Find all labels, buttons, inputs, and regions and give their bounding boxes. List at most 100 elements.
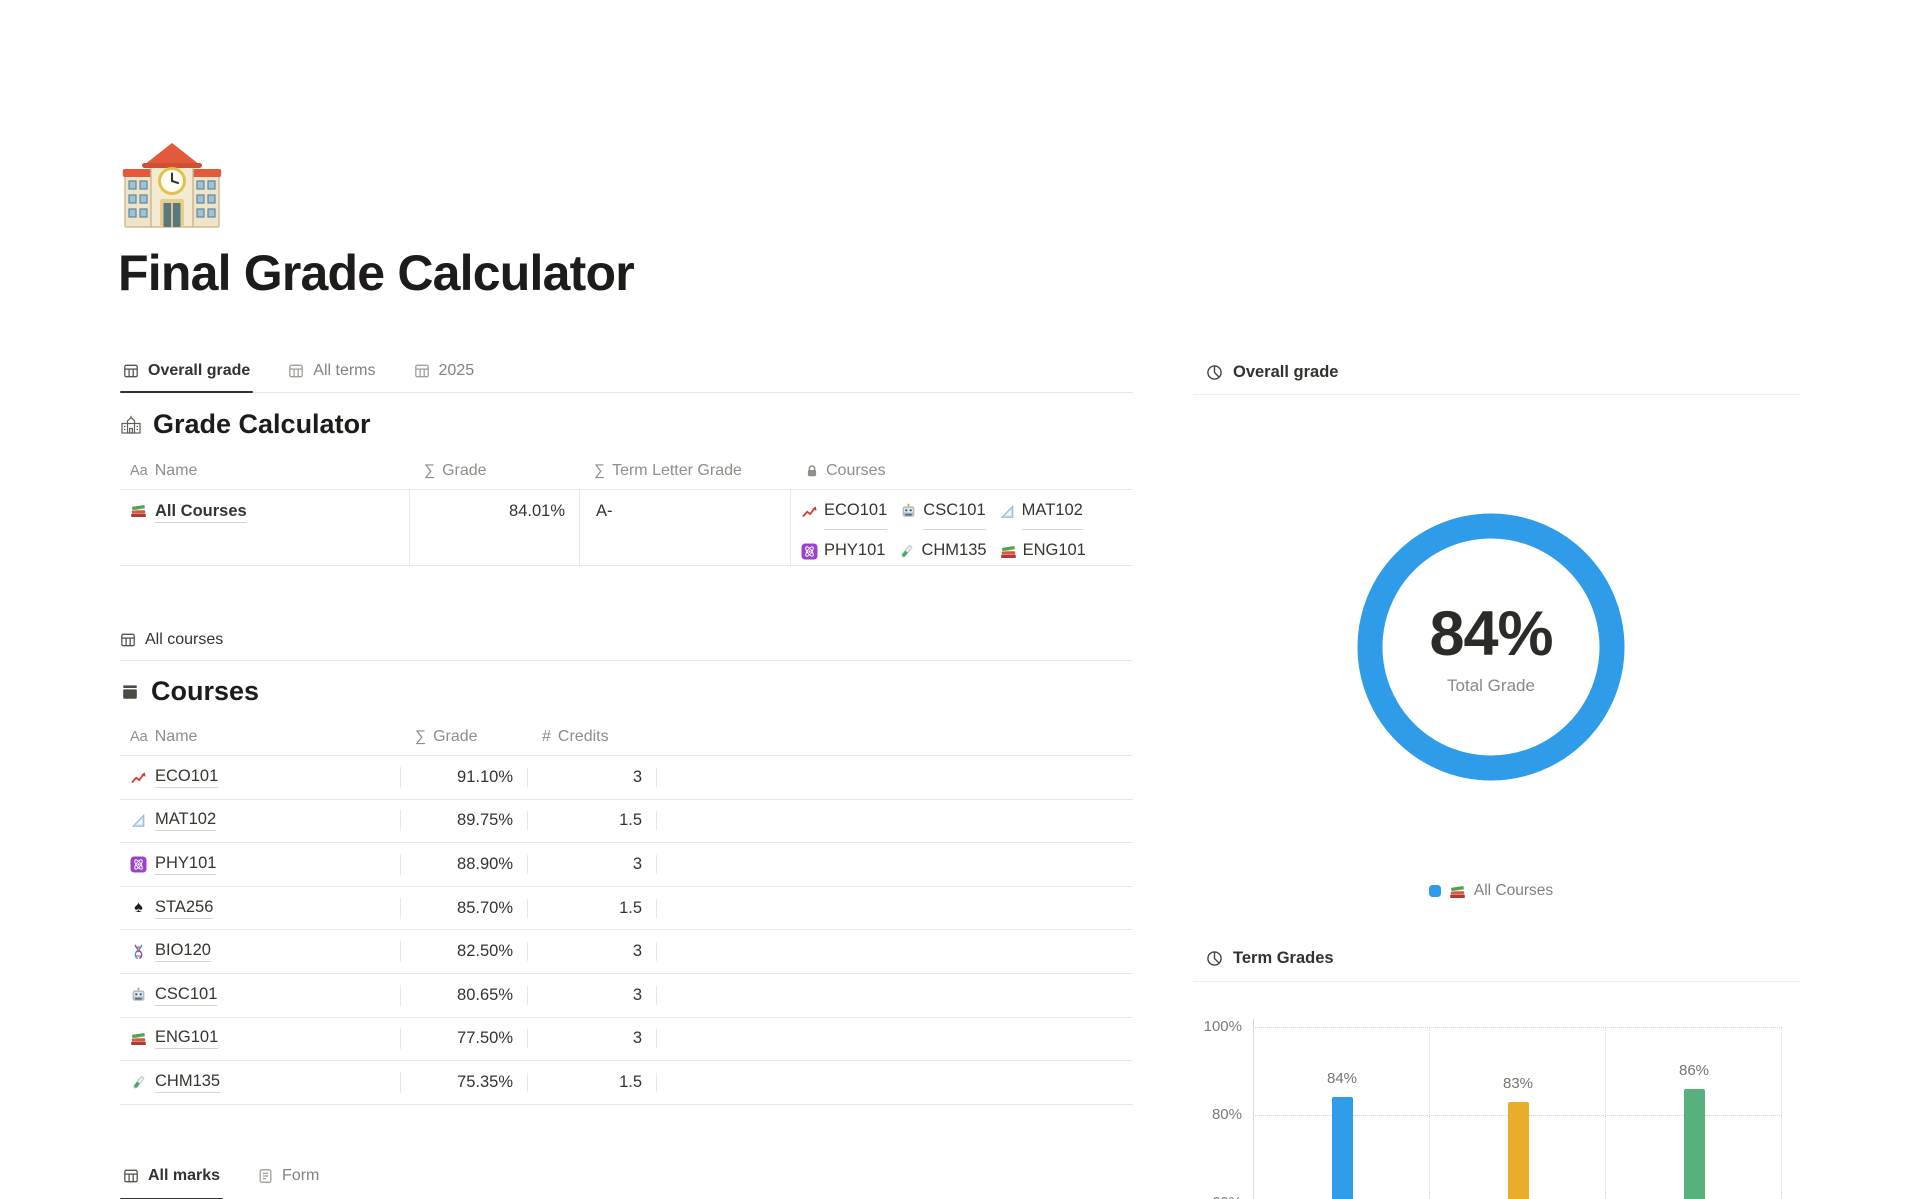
column-header-term-letter-grade[interactable]: ∑ Term Letter Grade — [580, 452, 791, 489]
course-name-cell[interactable]: ECO101 — [120, 766, 401, 788]
gridline-v — [1429, 1027, 1430, 1199]
course-credits-cell[interactable]: 1.5 — [528, 1072, 657, 1092]
course-grade-cell[interactable]: 88.90% — [401, 854, 528, 874]
table-view-icon — [288, 363, 304, 379]
grade-calculator-heading-label[interactable]: Grade Calculator — [153, 409, 371, 439]
course-chip-label: ENG101 — [1023, 533, 1086, 565]
course-chip-mat102[interactable]: MAT102 — [999, 493, 1083, 530]
grade-calculator-heading: Grade Calculator — [120, 409, 371, 440]
course-row-chm135: CHM135 75.35% 1.5 — [120, 1061, 1133, 1105]
spade-icon: ♠ — [134, 899, 143, 917]
view-tab-overall-grade[interactable]: Overall grade — [120, 350, 254, 393]
column-header-name[interactable]: Aa Name — [120, 452, 410, 489]
course-grade-cell[interactable]: 77.50% — [401, 1029, 528, 1049]
column-header-credits[interactable]: # Credits — [528, 718, 657, 755]
bar-value-label: 86% — [1678, 1061, 1710, 1079]
tab-label: 2025 — [438, 362, 475, 379]
course-chip-eco101[interactable]: ECO101 — [801, 493, 888, 530]
grade-calculator-table-header: Aa Name ∑ Grade ∑ Term Letter Grade Courses — [120, 452, 1133, 490]
course-name-link[interactable]: PHY101 — [155, 854, 217, 875]
course-grade-cell[interactable]: 80.65% — [401, 985, 528, 1005]
course-name-cell[interactable]: ♠ STA256 — [120, 897, 401, 919]
atom-icon — [130, 856, 147, 873]
course-credits-cell[interactable]: 3 — [528, 985, 657, 1005]
course-chip-csc101[interactable]: CSC101 — [900, 493, 986, 530]
all-courses-row: All Courses 84.01% A- ECO101 CSC101 MAT102… — [120, 490, 1133, 566]
course-row-mat102: MAT102 89.75% 1.5 — [120, 800, 1133, 844]
course-credits-cell[interactable]: 3 — [528, 767, 657, 787]
course-name-link[interactable]: ENG101 — [155, 1028, 219, 1050]
course-name-cell[interactable]: MAT102 — [120, 810, 401, 832]
table-view-icon — [123, 363, 139, 379]
number-property-icon: # — [542, 727, 551, 745]
bar-term-3 — [1683, 1088, 1705, 1199]
course-name-link[interactable]: BIO120 — [155, 941, 211, 963]
column-header-courses[interactable]: Courses — [791, 452, 1133, 489]
course-credits-cell[interactable]: 1.5 — [528, 898, 657, 918]
course-name-link[interactable]: CHM135 — [155, 1072, 221, 1093]
course-name-link[interactable]: MAT102 — [155, 810, 217, 832]
column-header-grade[interactable]: ∑ Grade — [401, 718, 528, 755]
course-credits-cell[interactable]: 1.5 — [528, 811, 657, 831]
chart-increasing-icon — [801, 503, 818, 520]
tab-label: Form — [282, 1167, 320, 1184]
column-header-label: Credits — [557, 727, 609, 745]
course-name-link[interactable]: ECO101 — [155, 767, 219, 788]
bar-term-1 — [1331, 1097, 1353, 1199]
school-emoji-icon[interactable] — [122, 139, 222, 237]
courses-heading-label[interactable]: Courses — [151, 676, 260, 706]
table-view-icon — [120, 632, 136, 648]
view-tab-all-terms[interactable]: All terms — [285, 350, 378, 392]
term-letter-grade-cell[interactable]: A- — [580, 490, 791, 565]
column-header-label: Term Letter Grade — [612, 461, 742, 479]
column-header-name[interactable]: Aa Name — [120, 718, 401, 755]
course-name-cell[interactable]: ENG101 — [120, 1028, 401, 1050]
bottom-tab-form[interactable]: Form — [255, 1153, 322, 1199]
course-grade-cell[interactable]: 89.75% — [401, 811, 528, 831]
all-courses-view-tab[interactable]: All courses — [120, 620, 1133, 661]
view-tabs: Overall grade All terms 2025 — [120, 350, 1133, 393]
course-name-cell[interactable]: PHY101 — [120, 853, 401, 875]
course-credits-cell[interactable]: 3 — [528, 854, 657, 874]
text-property-icon: Aa — [130, 462, 148, 479]
course-name-cell[interactable]: BIO120 — [120, 941, 401, 963]
books-icon — [1000, 543, 1017, 560]
column-header-grade[interactable]: ∑ Grade — [410, 452, 580, 489]
course-name-cell[interactable]: CSC101 — [120, 984, 401, 1006]
course-grade-cell[interactable]: 91.10% — [401, 767, 528, 787]
atom-icon — [801, 543, 818, 560]
course-name-link[interactable]: STA256 — [155, 898, 214, 919]
course-chip-eng101[interactable]: ENG101 — [1000, 533, 1086, 565]
view-tab-2025[interactable]: 2025 — [411, 350, 478, 392]
course-grade-cell[interactable]: 85.70% — [401, 898, 528, 918]
overall-grade-donut-chart — [1351, 507, 1631, 787]
text-property-icon: Aa — [130, 728, 148, 745]
course-name-link[interactable]: CSC101 — [155, 985, 218, 1006]
books-icon — [130, 502, 147, 519]
tab-label: Overall grade — [148, 362, 251, 379]
bottom-tab-all-marks[interactable]: All marks — [120, 1153, 224, 1199]
courses-relation-cell[interactable]: ECO101 CSC101 MAT102 PHY101 CHM135 ENG101 — [791, 490, 1133, 565]
pie-chart-icon — [1206, 950, 1223, 967]
overall-grade-chart-header[interactable]: Overall grade — [1193, 350, 1800, 395]
course-grade-cell[interactable]: 82.50% — [401, 942, 528, 962]
course-chip-label: MAT102 — [1021, 493, 1083, 530]
course-grade-cell[interactable]: 75.35% — [401, 1072, 528, 1092]
courses-table-header: Aa Name ∑ Grade # Credits — [120, 718, 1133, 756]
bar-term-2 — [1507, 1101, 1529, 1199]
all-courses-link[interactable]: All Courses — [155, 502, 247, 523]
term-grades-chart-header[interactable]: Term Grades — [1193, 936, 1800, 982]
course-chip-chm135[interactable]: CHM135 — [898, 533, 987, 565]
tab-label: All terms — [313, 362, 376, 379]
column-header-label: Name — [154, 727, 198, 745]
course-credits-cell[interactable]: 3 — [528, 942, 657, 962]
formula-sum-icon: ∑ — [594, 461, 606, 479]
course-name-cell[interactable]: CHM135 — [120, 1071, 401, 1093]
course-credits-cell[interactable]: 3 — [528, 1029, 657, 1049]
course-chip-label: PHY101 — [824, 533, 885, 565]
course-chip-phy101[interactable]: PHY101 — [801, 533, 885, 565]
overall-grade-cell[interactable]: 84.01% — [410, 490, 580, 565]
all-courses-name-cell[interactable]: All Courses — [120, 490, 410, 565]
page-title[interactable]: Final Grade Calculator — [118, 245, 635, 301]
